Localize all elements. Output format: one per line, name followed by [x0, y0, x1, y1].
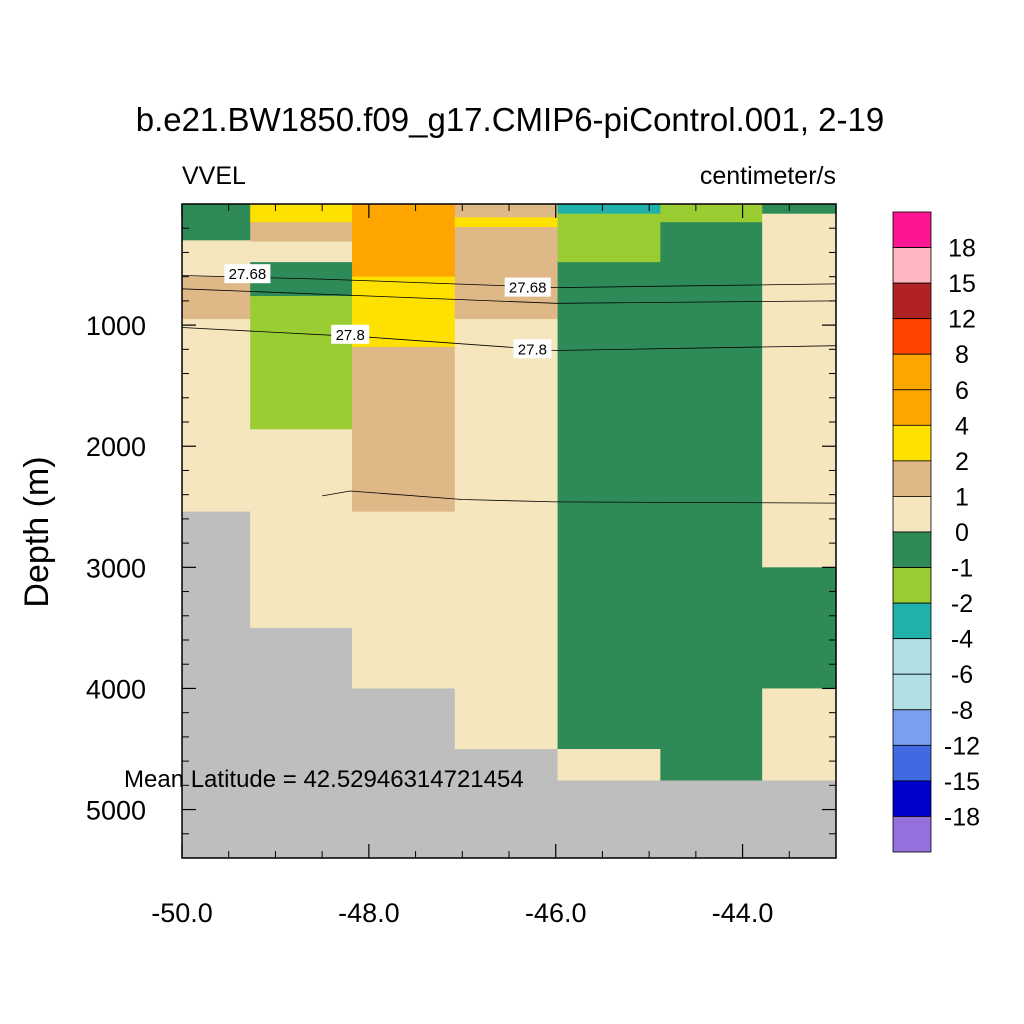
colorbar-label: -8	[951, 697, 973, 725]
colorbar-label: -1	[951, 555, 973, 583]
colorbar-label: 0	[955, 519, 969, 547]
x-tick-label: -50.0	[151, 898, 213, 928]
heatmap-cell	[250, 429, 353, 629]
colorbar-swatch	[892, 638, 932, 675]
heatmap-cell	[250, 204, 353, 223]
heatmap-cell	[352, 276, 456, 348]
colorbar-swatch	[892, 211, 932, 248]
colorbar-swatch	[892, 424, 932, 462]
colorbar-label: 12	[948, 306, 976, 334]
heatmap-cells	[182, 204, 837, 859]
colorbar-label: 18	[948, 235, 976, 263]
chart-title: b.e21.BW1850.f09_g17.CMIP6-piControl.001…	[136, 101, 884, 138]
colorbar-swatch	[892, 780, 932, 817]
colorbar-label: -12	[944, 732, 980, 760]
heatmap-cell	[557, 749, 661, 782]
colorbar-label: -15	[944, 768, 980, 796]
contour-lines: 27.68 27.68 27.8 27.8	[181, 264, 837, 504]
contour-line	[322, 490, 837, 504]
colorbar-swatch	[892, 531, 932, 568]
heatmap-cell	[182, 204, 251, 241]
y-axis-label: Depth (m)	[18, 456, 56, 607]
colorbar-swatch	[892, 389, 932, 426]
missing-data-cell	[660, 780, 763, 859]
x-tick-label: -48.0	[338, 898, 400, 928]
colorbar-swatch	[892, 709, 932, 746]
y-tick-label: 4000	[86, 674, 146, 704]
y-tick-label: 5000	[86, 796, 146, 826]
colorbar-swatch	[892, 496, 932, 533]
missing-data-cell	[250, 627, 353, 859]
mean-latitude-annotation: Mean Latitude = 42.52946314721454	[124, 766, 524, 793]
missing-data-cell	[454, 749, 559, 859]
heatmap-cell	[352, 204, 456, 278]
contour-label: 27.8	[518, 341, 547, 358]
variable-label: VVEL	[182, 162, 246, 190]
colorbar-label: 15	[948, 270, 976, 298]
colorbar-label: -18	[944, 803, 980, 831]
contour-label: 27.8	[336, 327, 365, 344]
y-tick-label: 3000	[86, 553, 146, 583]
colorbar-label: 1	[955, 483, 969, 511]
colorbar-swatch	[892, 602, 932, 640]
colorbar-label: -4	[951, 626, 973, 654]
heatmap-cell	[557, 262, 661, 750]
colorbar-swatch	[892, 318, 932, 355]
x-tick-label: -46.0	[525, 898, 587, 928]
colorbar: 18 15 12 8 6 4 2 1 0 -1 -2 -4 -6 -8 -12 -15 -18	[892, 211, 980, 853]
heatmap-cell	[182, 319, 251, 513]
missing-data-cell	[182, 511, 251, 859]
missing-data-cell	[557, 780, 661, 859]
heatmap-cell	[250, 241, 353, 263]
colorbar-label: 2	[955, 448, 969, 476]
colorbar-swatch	[892, 247, 932, 284]
contour-label-box	[504, 277, 551, 297]
contour-label: 27.68	[229, 266, 267, 283]
colorbar-swatch	[892, 567, 932, 604]
contour-label-box	[513, 339, 552, 359]
colorbar-label: -2	[951, 590, 973, 618]
heatmap-cell	[557, 204, 661, 215]
colorbar-swatch	[892, 744, 932, 782]
missing-data-cell	[762, 780, 837, 859]
heatmap-cell	[250, 222, 353, 243]
y-tick-label: 1000	[86, 311, 146, 341]
contour-label-box	[224, 264, 271, 284]
axis-ticks: -50.0 -48.0 -46.0 -44.0 1000 2000 3000 4000 5000	[86, 204, 837, 928]
colorbar-swatch	[892, 353, 932, 391]
heatmap-cell	[660, 204, 763, 223]
contour-label: 27.68	[509, 280, 547, 297]
heatmap-cell	[762, 204, 837, 215]
x-tick-label: -44.0	[712, 898, 774, 928]
heatmap-cell	[660, 222, 763, 782]
colorbar-label: 6	[955, 377, 969, 405]
colorbar-label: 4	[955, 412, 969, 440]
heatmap-cell	[182, 276, 251, 320]
colorbar-swatch	[892, 816, 932, 853]
contour-line	[181, 327, 837, 351]
colorbar-label: -6	[951, 661, 973, 689]
heatmap-cell	[454, 204, 559, 218]
heatmap-cell	[762, 567, 837, 690]
heatmap-cell	[454, 217, 559, 228]
colorbar-swatch	[892, 673, 932, 711]
heatmap-cell	[454, 319, 559, 750]
heatmap-cell	[557, 213, 661, 263]
units-label: centimeter/s	[700, 162, 836, 190]
colorbar-swatch	[892, 282, 932, 320]
colorbar-label: 8	[955, 341, 969, 369]
y-tick-label: 2000	[86, 432, 146, 462]
colorbar-swatch	[892, 460, 932, 497]
heatmap-cell	[352, 511, 456, 690]
heatmap-cell	[762, 213, 837, 568]
heatmap-cell	[762, 688, 837, 782]
missing-data-cell	[352, 688, 456, 859]
contour-label-box	[331, 324, 370, 344]
heatmap-cell	[250, 296, 353, 430]
heatmap-cell	[454, 227, 559, 320]
heatmap-cell	[352, 346, 456, 513]
contour-line	[181, 288, 837, 304]
